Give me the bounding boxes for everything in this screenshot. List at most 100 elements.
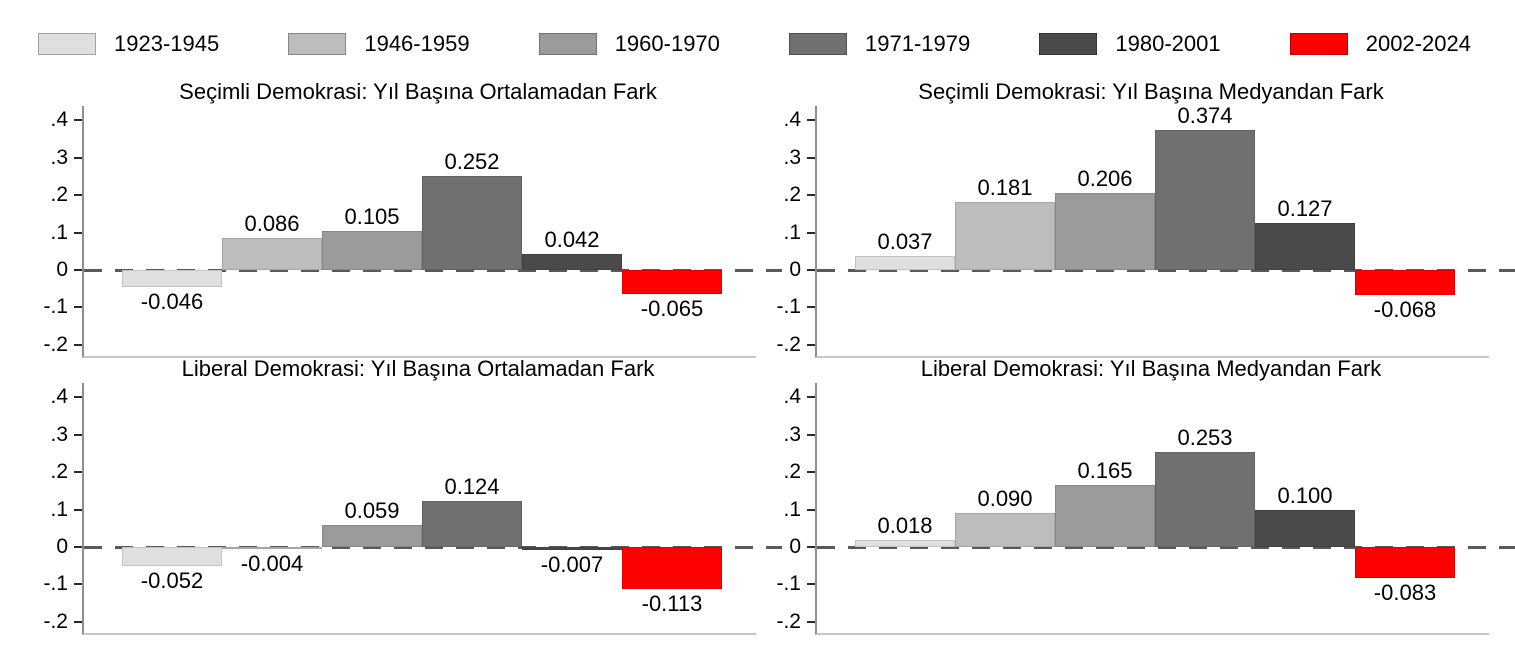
y-tick-mark — [74, 156, 82, 159]
y-tick-label: -.2 — [776, 609, 801, 633]
chart-title: Liberal Demokrasi: Yıl Başına Medyandan … — [920, 356, 1382, 381]
bar-value-label: 0.100 — [1277, 482, 1333, 508]
y-tick-mark — [807, 508, 815, 511]
y-tick-mark — [807, 156, 815, 159]
bar-1960-1970 — [1055, 192, 1155, 270]
bar-1946-1959 — [955, 202, 1055, 270]
y-tick-mark — [74, 471, 82, 474]
bar-value-label: 0.090 — [977, 486, 1033, 512]
bar-value-label: 0.181 — [977, 175, 1033, 201]
y-tick-label: .4 — [783, 385, 801, 409]
chart-title: Seçimli Demokrasi: Yıl Başına Medyandan … — [918, 79, 1384, 104]
y-tick-label: 0 — [789, 535, 801, 558]
bar-value-label: -0.068 — [1373, 297, 1437, 323]
chart-panel-secimli-ortalama: Seçimli Demokrasi: Yıl Başına Ortalamada… — [0, 80, 782, 362]
y-tick-mark — [807, 583, 815, 586]
y-tick-mark — [74, 231, 82, 234]
bar-2002-2024 — [622, 270, 722, 295]
bar-1980-2001 — [522, 254, 622, 270]
bar-value-label: 0.206 — [1077, 165, 1133, 191]
bar-1960-1970 — [1055, 485, 1155, 547]
y-tick-label: .2 — [50, 183, 68, 207]
legend-label: 1923-1945 — [114, 31, 220, 56]
y-tick-label: .4 — [783, 108, 801, 132]
bar-1946-1959 — [955, 513, 1055, 547]
y-tick-mark — [74, 583, 82, 586]
y-tick-label: .2 — [50, 460, 68, 484]
y-tick-mark — [74, 119, 82, 122]
y-tick-mark — [74, 269, 82, 271]
y-tick-label: .3 — [783, 145, 801, 169]
y-tick-mark — [807, 306, 815, 309]
legend-swatch-icon — [1039, 33, 1098, 55]
plot-area: .4 .3 .2 .1 0 -.1 -.2 -0.046 0.086 0.105 0.252 0.04… — [43, 106, 782, 358]
y-tick-label: 0 — [56, 535, 68, 558]
bar-value-label: 0.105 — [344, 203, 400, 229]
bar-value-label: 0.124 — [444, 473, 500, 499]
chart-panel-liberal-medyan: Liberal Demokrasi: Yıl Başına Medyandan … — [733, 357, 1515, 639]
y-tick-mark — [74, 343, 82, 346]
zero-line — [84, 545, 782, 549]
bar-value-label: -0.083 — [1373, 580, 1437, 606]
bar-1980-2001 — [522, 547, 622, 550]
legend-label: 1971-1979 — [865, 31, 971, 56]
bar-value-label: -0.004 — [240, 550, 304, 576]
bar-1923-1945 — [122, 270, 222, 288]
plot-area: .4 .3 .2 .1 0 -.1 -.2 0.037 0.181 0.206 0.374 0.127… — [776, 104, 1515, 358]
y-tick-mark — [74, 546, 82, 548]
bar-value-label: -0.052 — [140, 568, 204, 594]
bar-value-label: 0.253 — [1177, 425, 1233, 451]
legend-entry-1980-2001: 1980-2001 — [1039, 31, 1221, 57]
y-tick-mark — [74, 620, 82, 623]
y-tick-mark — [807, 396, 815, 399]
bar-1971-1979 — [422, 175, 522, 270]
y-tick-label: .1 — [50, 497, 68, 521]
y-tick-label: -.1 — [43, 572, 68, 596]
y-tick-label: .2 — [783, 460, 801, 484]
y-tick-label: -.1 — [776, 295, 801, 319]
bar-value-label: 0.042 — [544, 227, 600, 253]
chart-title: Seçimli Demokrasi: Yıl Başına Ortalamada… — [179, 79, 657, 104]
plot-area: .4 .3 .2 .1 0 -.1 -.2 0.018 0.090 0.165 0.253 0.100… — [776, 383, 1515, 635]
bar-1971-1979 — [422, 500, 522, 547]
legend-label: 1946-1959 — [364, 31, 470, 56]
legend-swatch-icon — [38, 33, 96, 55]
legend-entry-2002-2024: 2002-2024 — [1289, 31, 1471, 57]
bar-1971-1979 — [1155, 130, 1255, 270]
legend-swatch-icon — [789, 33, 848, 55]
y-tick-label: .4 — [50, 108, 68, 132]
y-tick-mark — [74, 396, 82, 399]
y-tick-mark — [74, 508, 82, 511]
y-tick-label: .2 — [783, 183, 801, 207]
y-tick-label: -.2 — [776, 332, 801, 356]
bar-value-label: 0.059 — [344, 497, 400, 523]
chart-panel-secimli-medyan: Seçimli Demokrasi: Yıl Başına Medyandan … — [733, 80, 1515, 362]
bar-value-label: -0.046 — [140, 289, 204, 315]
y-tick-mark — [807, 343, 815, 346]
legend-label: 1980-2001 — [1115, 31, 1221, 56]
legend-label: 1960-1970 — [614, 31, 720, 56]
y-tick-label: .3 — [50, 145, 68, 169]
chart-panel-liberal-ortalama: Liberal Demokrasi: Yıl Başına Ortalamada… — [0, 357, 782, 639]
y-tick-mark — [807, 433, 815, 436]
bar-1980-2001 — [1255, 509, 1355, 547]
y-tick-mark — [807, 620, 815, 623]
plot-area: .4 .3 .2 .1 0 -.1 -.2 -0.052 -0.004 0.059 0.124 -0.… — [43, 383, 782, 635]
bar-1960-1970 — [322, 230, 422, 270]
y-tick-mark — [807, 231, 815, 234]
bar-2002-2024 — [1355, 270, 1455, 296]
zero-line — [817, 545, 1515, 549]
bar-value-label: -0.065 — [640, 296, 704, 322]
bar-1923-1945 — [855, 540, 955, 547]
y-tick-label: 0 — [789, 258, 801, 281]
y-tick-label: .1 — [783, 497, 801, 521]
legend-entry-1971-1979: 1971-1979 — [789, 31, 970, 57]
y-tick-label: .1 — [50, 220, 68, 244]
y-tick-label: .3 — [50, 422, 68, 446]
y-tick-mark — [74, 194, 82, 197]
legend-entry-1960-1970: 1960-1970 — [538, 31, 720, 57]
bar-value-label: 0.165 — [1077, 458, 1133, 484]
y-tick-label: -.2 — [43, 609, 68, 633]
bar-1960-1970 — [322, 524, 422, 547]
bar-1923-1945 — [122, 547, 222, 567]
